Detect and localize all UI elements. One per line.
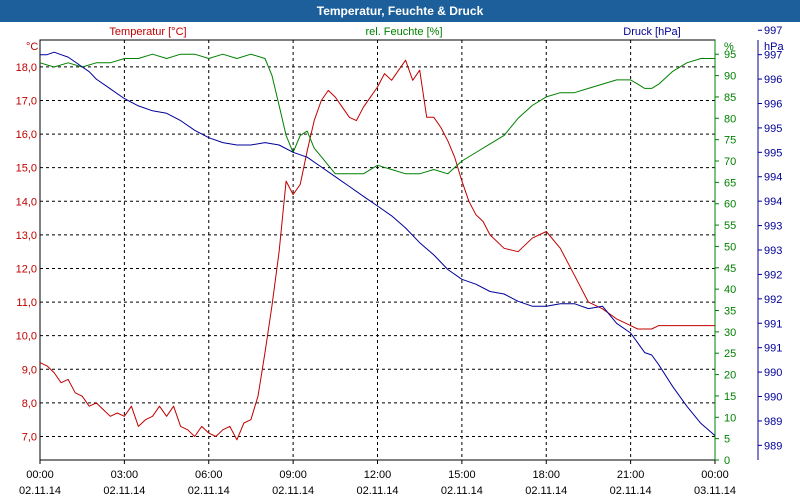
pressure-tick-label: 993 [764,221,782,233]
pressure-tick-label: 992 [764,294,782,306]
temperature-axis-title: Temperatur [°C] [109,26,186,38]
pressure-tick-label: 997 [764,50,782,62]
humidity-tick-label: 70 [724,156,736,168]
pressure-tick-label: 989 [764,416,782,428]
humidity-tick-label: 65 [724,177,736,189]
x-tick-label-date: 02.11.14 [19,485,61,497]
pressure-axis-title: Druck [hPa] [623,26,680,38]
chart-title: Temperatur, Feuchte & Druck [0,0,800,22]
humidity-unit-label: % [724,41,734,53]
humidity-tick-label: 50 [724,241,736,253]
humidity-tick-label: 45 [724,263,736,275]
pressure-tick-label: 994 [764,196,782,208]
pressure-tick-label: 991 [764,343,782,355]
x-tick-label-time: 15:00 [448,469,476,481]
x-tick-label-date: 02.11.14 [272,485,314,497]
pressure-tick-label: 996 [764,98,782,110]
x-tick-label-time: 06:00 [195,469,223,481]
humidity-tick-label: 10 [724,412,736,424]
temperature-series-line [39,59,715,441]
pressure-tick-label: 994 [764,172,782,184]
humidity-tick-label: 60 [724,199,736,211]
pressure-tick-label: 997 [764,25,782,37]
humidity-axis-title: rel. Feuchte [%] [365,26,442,38]
temperature-tick-label: 9,0 [22,364,37,376]
humidity-tick-label: 35 [724,306,736,318]
humidity-tick-label: 30 [724,327,736,339]
humidity-tick-label: 15 [724,391,736,403]
temperature-tick-label: 16,0 [16,129,37,141]
x-tick-label-time: 18:00 [532,469,560,481]
humidity-tick-label: 80 [724,113,736,125]
x-tick-label-date: 02.11.14 [441,485,483,497]
pressure-tick-label: 991 [764,318,782,330]
temperature-tick-label: 10,0 [16,331,37,343]
x-tick-label-date: 02.11.14 [356,485,398,497]
pressure-tick-label: 990 [764,392,782,404]
humidity-tick-label: 0 [724,455,730,467]
temperature-tick-label: 12,0 [16,263,37,275]
x-tick-label-date: 03.11.14 [694,485,736,497]
temperature-tick-label: 18,0 [16,62,37,74]
x-tick-label-time: 21:00 [617,469,645,481]
humidity-tick-label: 90 [724,71,736,83]
pressure-unit-label: hPa [764,41,784,53]
humidity-tick-label: 40 [724,284,736,296]
temperature-tick-label: 13,0 [16,230,37,242]
temperature-tick-label: 14,0 [16,196,37,208]
temperature-tick-label: 15,0 [16,163,37,175]
humidity-tick-label: 5 [724,434,730,446]
x-tick-label-time: 00:00 [701,469,729,481]
humidity-tick-label: 55 [724,220,736,232]
pressure-tick-label: 995 [764,123,782,135]
temperature-tick-label: 7,0 [22,431,37,443]
temperature-tick-label: 8,0 [22,398,37,410]
temperature-tick-label: 17,0 [16,95,37,107]
pressure-tick-label: 995 [764,147,782,159]
temperature-tick-label: 11,0 [16,297,37,309]
pressure-tick-label: 992 [764,269,782,281]
x-tick-label-date: 02.11.14 [525,485,567,497]
x-tick-label-time: 12:00 [364,469,392,481]
humidity-tick-label: 75 [724,135,736,147]
pressure-tick-label: 990 [764,367,782,379]
pressure-tick-label: 996 [764,74,782,86]
x-tick-label-date: 02.11.14 [610,485,652,497]
humidity-tick-label: 85 [724,92,736,104]
humidity-series-line [39,53,715,175]
humidity-tick-label: 25 [724,348,736,360]
humidity-tick-label: 20 [724,370,736,382]
humidity-tick-label: 95 [724,49,736,61]
x-tick-label-time: 03:00 [111,469,139,481]
pressure-series-line [40,51,716,436]
x-tick-label-time: 09:00 [279,469,307,481]
temperature-unit-label: °C [26,41,38,53]
x-tick-label-time: 00:00 [26,469,54,481]
x-tick-label-date: 02.11.14 [188,485,230,497]
pressure-tick-label: 989 [764,440,782,452]
x-tick-label-date: 02.11.14 [103,485,145,497]
pressure-tick-label: 993 [764,245,782,257]
